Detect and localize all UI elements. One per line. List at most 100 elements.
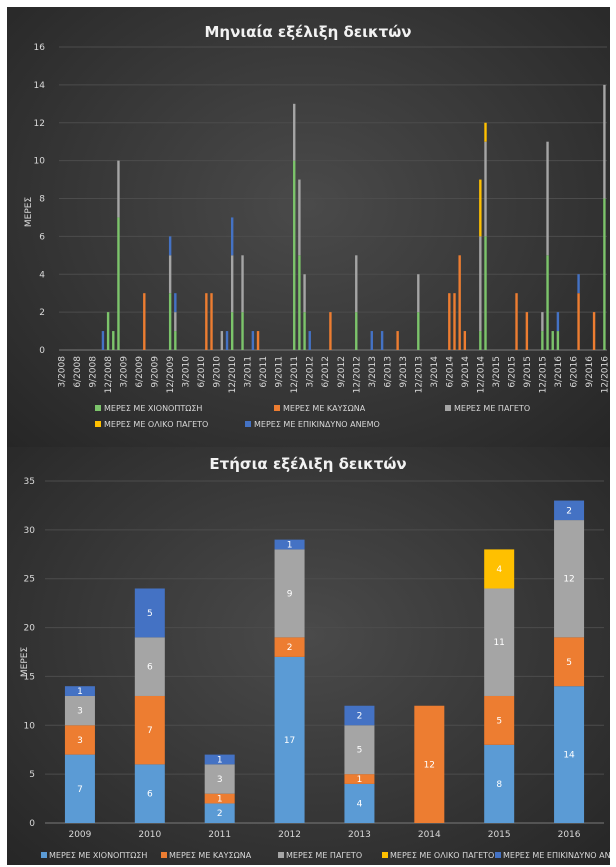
- x-tick-label: 3/2009: [120, 356, 130, 388]
- monthly-bar-4-3-2012: [308, 331, 311, 350]
- annual-bar-0-2012: [274, 656, 305, 823]
- monthly-bar-0-2-2012: [303, 312, 306, 350]
- x-tick-label: 2009: [68, 830, 91, 840]
- monthly-bar-1-8-2014: [458, 255, 461, 350]
- data-label: 2: [217, 809, 223, 819]
- x-tick-label: 9/2013: [399, 356, 409, 388]
- annual-bar-4-2013: [344, 705, 375, 726]
- annual-bar-4-2011: [204, 754, 235, 765]
- annual-bar-1-2016: [554, 637, 585, 687]
- legend-label: ΜΕΡΕΣ ΜΕ ΧΙΟΝΟΠΤΩΣΗ: [49, 851, 147, 860]
- annual-bar-4-2012: [274, 539, 305, 550]
- monthly-bar-2-2-2011: [241, 255, 244, 313]
- x-tick-label: 6/2012: [321, 356, 331, 388]
- x-tick-label: 12/2013: [414, 356, 424, 393]
- monthly-bar-0-2-2016: [551, 331, 554, 350]
- monthly-bar-0-12-2008: [106, 312, 110, 350]
- annual-bar-4-2016: [554, 500, 585, 521]
- data-label: 7: [147, 726, 153, 736]
- monthly-bar-0-12-2010: [230, 312, 234, 350]
- annual-bar-1-2013: [344, 774, 375, 784]
- monthly-bar-2-12-2010: [230, 255, 234, 313]
- monthly-bar-0-1-2015: [484, 236, 487, 350]
- monthly-bar-0-12-2011: [293, 160, 296, 350]
- monthly-bar-1-7-2012: [329, 312, 332, 350]
- monthly-bar-3-1-2015: [484, 122, 487, 142]
- monthly-bar-0-12-2016: [603, 198, 606, 350]
- annual-y-axis-label: ΜΕΡΕΣ: [20, 647, 30, 678]
- x-tick-label: 6/2008: [73, 356, 83, 388]
- monthly-bar-4-3-2013: [370, 331, 373, 350]
- x-tick-label: 9/2016: [585, 356, 595, 388]
- legend-label: ΜΕΡΕΣ ΜΕ ΕΠΙΚΙΝΔΥΝΟ ΑΝΕΜΟ: [254, 420, 380, 429]
- data-label: 3: [217, 775, 223, 785]
- monthly-bar-1-7-2014: [453, 293, 456, 350]
- data-label: 4: [496, 565, 502, 575]
- data-label: 1: [77, 687, 83, 697]
- legend-label: ΜΕΡΕΣ ΜΕ ΧΙΟΝΟΠΤΩΣΗ: [104, 404, 202, 413]
- monthly-bar-1-7-2010: [205, 293, 208, 350]
- x-tick-label: 9/2014: [461, 356, 471, 388]
- monthly-bar-1-8-2013: [396, 331, 399, 350]
- monthly-bar-4-12-2009: [168, 236, 172, 256]
- legend-swatch: [274, 405, 280, 411]
- annual-bar-0-2013: [344, 783, 375, 823]
- annual-chart: Ετήσια εξέλιξη δεικτών ΜΕΡΕΣ 05101520253…: [20, 455, 610, 860]
- monthly-chart-title: Μηνιαία εξέλιξη δεικτών: [205, 23, 412, 41]
- y-tick-label: 6: [39, 232, 45, 242]
- data-label: 5: [496, 716, 502, 726]
- legend-swatch: [278, 852, 284, 858]
- annual-bar-2-2012: [274, 549, 305, 638]
- data-label: 7: [77, 785, 83, 795]
- legend-label: ΜΕΡΕΣ ΜΕ ΕΠΙΚΙΝΔΥΝΟ ΑΝΕΜΟ: [503, 851, 610, 860]
- data-label: 2: [566, 506, 572, 516]
- x-tick-label: 2011: [208, 830, 231, 840]
- monthly-bar-2-2-2009: [117, 160, 120, 218]
- monthly-bar-4-11-2010: [225, 331, 229, 350]
- x-tick-label: 6/2015: [507, 356, 517, 388]
- legend-label: ΜΕΡΕΣ ΜΕ ΠΑΓΕΤΟ: [454, 404, 530, 413]
- annual-bar-1-2014: [414, 705, 445, 823]
- monthly-bar-1-9-2014: [463, 331, 467, 350]
- monthly-bar-0-12-2013: [417, 312, 420, 350]
- annual-bar-2-2013: [344, 725, 375, 775]
- x-tick-label: 2010: [138, 830, 161, 840]
- annual-bar-1-2011: [204, 793, 235, 804]
- monthly-bar-2-1-2016: [546, 141, 549, 256]
- x-tick-label: 3/2008: [58, 356, 68, 388]
- data-label: 5: [357, 746, 363, 756]
- monthly-bar-0-12-2009: [168, 293, 172, 350]
- annual-bar-0-2011: [204, 803, 235, 823]
- x-tick-label: 6/2011: [259, 356, 269, 388]
- annual-chart-panel: Ετήσια εξέλιξη δεικτών ΜΕΡΕΣ 0 5 10 15 20 25 3…: [7, 447, 610, 865]
- annual-bar-2-2009: [64, 695, 95, 726]
- x-tick-label: 12/2012: [352, 356, 362, 393]
- annual-bar-2-2011: [204, 764, 235, 794]
- y-tick-label: 35: [24, 477, 35, 487]
- legend-label: ΜΕΡΕΣ ΜΕ ΚΑΥΣΩΝΑ: [169, 851, 252, 860]
- annual-bar-1-2015: [484, 695, 515, 745]
- x-tick-label: 12/2010: [228, 356, 238, 394]
- x-tick-label: 2013: [348, 830, 371, 840]
- y-tick-label: 14: [34, 81, 46, 91]
- legend-swatch: [95, 405, 101, 411]
- x-tick-label: 3/2014: [430, 356, 440, 388]
- monthly-bar-0-1-2012: [298, 255, 301, 350]
- monthly-bar-1-5-2011: [256, 331, 260, 350]
- data-label: 11: [493, 638, 504, 648]
- monthly-bar-0-2-2009: [117, 217, 120, 350]
- monthly-bar-1-8-2010: [210, 293, 213, 350]
- data-label: 9: [287, 589, 293, 599]
- x-tick-label: 3/2016: [554, 356, 564, 388]
- monthly-bar-2-1-2015: [484, 141, 487, 237]
- x-tick-label: 6/2010: [197, 356, 207, 388]
- annual-bar-1-2012: [274, 637, 305, 657]
- monthly-bar-3-12-2014: [479, 179, 482, 237]
- data-label: 1: [217, 795, 223, 805]
- x-tick-label: 3/2013: [368, 356, 378, 388]
- x-tick-label: 2015: [488, 830, 511, 840]
- monthly-bar-2-12-2009: [168, 255, 172, 294]
- monthly-bar-2-12-2011: [293, 103, 296, 161]
- annual-bar-4-2010: [134, 588, 165, 638]
- legend-label: ΜΕΡΕΣ ΜΕ ΚΑΥΣΩΝΑ: [283, 404, 366, 413]
